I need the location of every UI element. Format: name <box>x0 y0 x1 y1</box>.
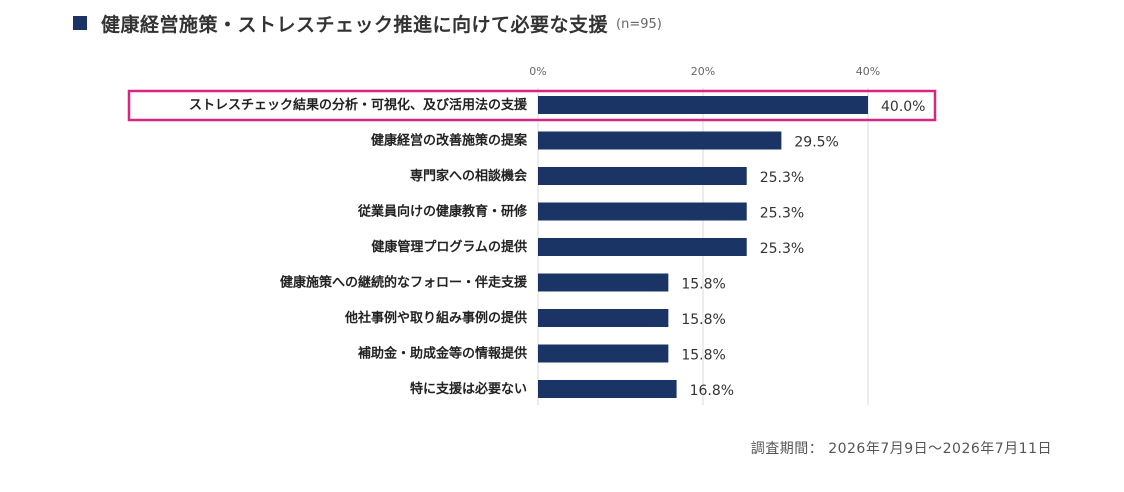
sample-size: (n=95) <box>616 17 662 32</box>
highlight-box <box>127 89 937 122</box>
value-label: 16.8% <box>690 383 734 399</box>
x-tick-label: 40% <box>856 65 880 78</box>
category-label: 健康経営の改善施策の提案 <box>371 133 528 149</box>
bar-8 <box>538 344 669 363</box>
value-label: 15.8% <box>681 348 725 364</box>
bar-5 <box>538 238 747 256</box>
value-label: 15.8% <box>681 312 725 328</box>
value-label: 25.3% <box>760 241 804 257</box>
category-label: ストレスチェック結果の分析・可視化、及び活用法の支援 <box>189 97 528 113</box>
chart-title: 健康経営施策・ストレスチェック推進に向けて必要な支援 <box>101 13 609 36</box>
category-label: 健康管理プログラムの提供 <box>371 239 527 255</box>
bar-7 <box>538 309 669 327</box>
bar-2 <box>538 131 782 150</box>
category-label: 他社事例や取り組み事例の提供 <box>344 310 527 326</box>
survey-period-note: 調査期間： 2026年7月9日〜2026年7月11日 <box>750 441 1052 457</box>
bar-4 <box>538 202 747 221</box>
value-label: 40.0% <box>881 99 925 115</box>
category-label: 特に支援は必要ない <box>410 381 527 397</box>
value-label: 15.8% <box>681 277 725 293</box>
bar-6 <box>538 273 669 292</box>
category-label: 補助金・助成金等の情報提供 <box>357 346 527 362</box>
category-label: 従業員向けの健康教育・研修 <box>357 204 528 220</box>
x-tick-label: 0% <box>529 65 546 78</box>
category-label: 健康施策への継続的なフォロー・伴走支援 <box>280 275 528 291</box>
x-tick-label: 20% <box>691 65 715 78</box>
bar-1 <box>538 96 868 114</box>
title-marker-square <box>73 16 87 30</box>
category-label: 専門家への相談機会 <box>410 168 528 184</box>
value-label: 25.3% <box>760 170 804 186</box>
bar-3 <box>538 167 747 185</box>
value-label: 29.5% <box>794 135 838 151</box>
value-label: 25.3% <box>760 206 804 222</box>
chart-title-row: 健康経営施策・ストレスチェック推進に向けて必要な支援 (n=95) <box>73 10 662 36</box>
bar-9 <box>538 380 677 398</box>
